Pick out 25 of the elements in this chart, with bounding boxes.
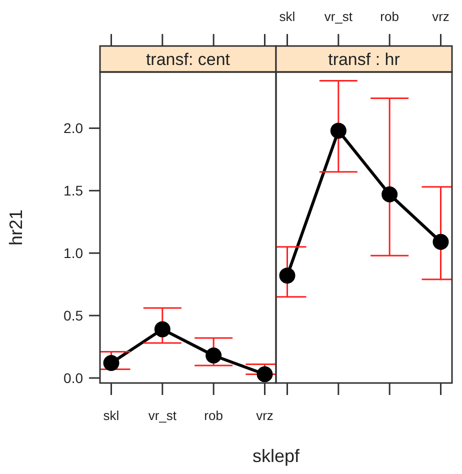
y-tick-label: 1.0 <box>64 245 84 262</box>
point <box>154 321 170 338</box>
point <box>103 355 120 372</box>
x-tick-label: rob <box>204 408 223 423</box>
y-tick-label: 0.0 <box>64 370 84 386</box>
point <box>279 268 296 284</box>
y-tick-label: 0.5 <box>64 308 84 324</box>
chart-title: transf : hr <box>328 50 400 69</box>
x-axis-title: sklepf <box>252 446 301 466</box>
point <box>330 122 346 139</box>
y-tick-label: 2.0 <box>64 120 84 136</box>
y-axis-title: hr21 <box>6 209 26 246</box>
point <box>256 366 273 382</box>
point <box>432 234 449 250</box>
point <box>382 186 398 202</box>
point <box>206 348 222 364</box>
chart-title: transf: cent <box>146 50 230 69</box>
x-tick-label: vrz <box>256 408 274 423</box>
x-tick-label: rob <box>380 9 399 24</box>
x-tick-label: vr_st <box>324 9 353 24</box>
y-tick-label: 1.5 <box>64 182 84 199</box>
x-tick-label: skl <box>279 9 296 24</box>
x-tick-label: skl <box>103 408 120 423</box>
x-tick-label: vrz <box>432 9 450 24</box>
x-tick-label: vr_st <box>148 408 177 423</box>
